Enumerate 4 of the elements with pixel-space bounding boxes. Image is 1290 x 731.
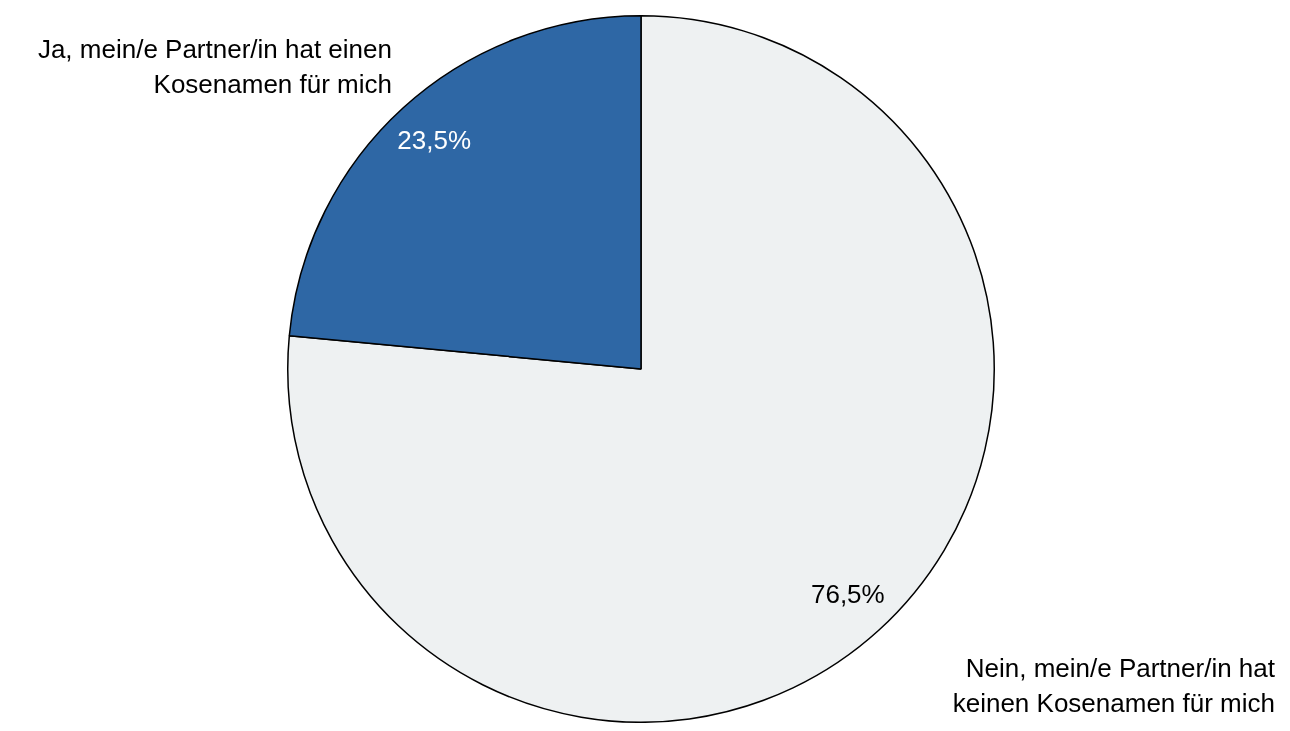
data-label: 76,5% xyxy=(810,579,885,610)
data-label: 23,5% xyxy=(397,124,472,155)
slice-label: Nein, mein/e Partner/in hat keinen Kosenamen für mich xyxy=(952,653,1276,718)
slice-label: Ja, mein/e Partner/in hat einen Kosenamen für mich xyxy=(37,34,392,99)
